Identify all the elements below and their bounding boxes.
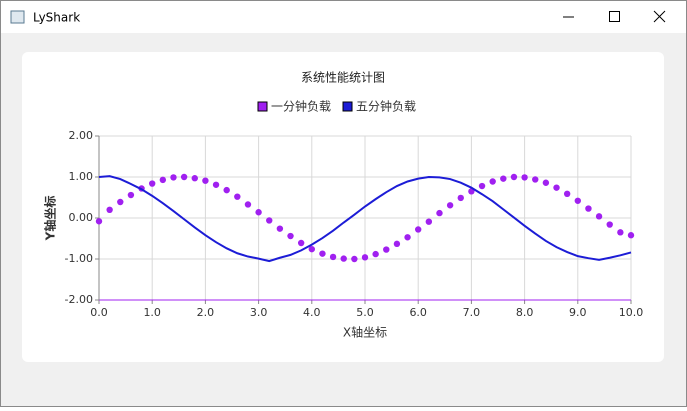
window-title: LyShark — [33, 11, 80, 25]
data-point — [521, 174, 528, 181]
close-button[interactable] — [653, 10, 666, 23]
data-point — [244, 201, 252, 208]
y-tick-label: 1.00 — [69, 170, 94, 183]
data-point — [457, 194, 464, 202]
data-point — [553, 184, 560, 191]
y-tick-label: 0.00 — [69, 211, 94, 224]
data-point — [542, 179, 550, 186]
y-tick-label: -2.00 — [65, 293, 93, 306]
maximize-button[interactable] — [609, 11, 620, 22]
x-tick-label: 0.0 — [90, 306, 108, 319]
data-point — [180, 173, 188, 181]
x-tick-label: 4.0 — [303, 306, 321, 319]
x-tick-label: 5.0 — [356, 306, 374, 319]
data-point — [436, 209, 443, 217]
data-point — [95, 218, 103, 225]
data-point — [319, 250, 326, 257]
data-point — [106, 206, 113, 213]
legend-label: 五分钟负载 — [356, 99, 416, 114]
data-point — [585, 205, 592, 212]
data-point — [159, 176, 167, 184]
data-point — [574, 197, 581, 204]
legend-label: 一分钟负载 — [271, 99, 331, 114]
data-point — [510, 173, 518, 181]
data-point — [127, 191, 135, 199]
data-point — [255, 209, 262, 216]
chart-card — [22, 52, 664, 362]
data-point — [308, 245, 315, 253]
x-tick-label: 8.0 — [516, 306, 534, 319]
y-axis-label: Y轴坐标 — [43, 196, 58, 242]
data-point — [234, 193, 241, 200]
title-bar — [1, 1, 686, 33]
data-point — [329, 253, 337, 261]
chart-title: 系统性能统计图 — [301, 71, 385, 85]
y-tick-label: -1.00 — [65, 252, 93, 265]
x-axis-label: X轴坐标 — [343, 325, 387, 340]
x-tick-label: 7.0 — [463, 306, 481, 319]
data-point — [489, 178, 496, 185]
x-tick-label: 1.0 — [143, 306, 161, 319]
data-point — [191, 175, 198, 182]
y-tick-label: 2.00 — [69, 129, 94, 142]
data-point — [415, 226, 422, 233]
data-point — [606, 221, 613, 228]
x-tick-label: 3.0 — [250, 306, 268, 319]
data-point — [297, 239, 305, 247]
data-point — [170, 174, 177, 181]
x-tick-label: 6.0 — [409, 306, 427, 319]
data-point — [532, 176, 539, 183]
data-point — [340, 255, 347, 262]
data-point — [627, 232, 635, 239]
legend: 一分钟负载 五分钟负载 — [257, 99, 416, 114]
data-point — [266, 217, 273, 224]
data-point — [500, 175, 507, 182]
data-point — [212, 181, 220, 188]
data-point — [223, 186, 230, 194]
data-point — [276, 225, 284, 232]
legend-swatch — [342, 101, 353, 112]
data-point — [446, 202, 454, 209]
data-point — [361, 254, 369, 261]
x-tick-label: 2.0 — [197, 306, 215, 319]
data-point — [393, 240, 401, 248]
data-point — [617, 229, 624, 236]
data-point — [117, 198, 124, 206]
data-point — [425, 218, 433, 225]
app-icon — [10, 10, 25, 24]
legend-swatch — [257, 101, 268, 112]
data-point — [372, 250, 379, 258]
data-point — [351, 255, 358, 263]
x-tick-label: 9.0 — [569, 306, 587, 319]
data-point — [149, 180, 156, 187]
data-point — [404, 234, 411, 241]
data-point — [595, 213, 603, 220]
data-point — [287, 232, 294, 240]
data-point — [478, 182, 486, 190]
data-point — [563, 190, 571, 198]
data-point — [383, 246, 390, 253]
x-tick-label: 10.0 — [619, 306, 644, 319]
data-point — [202, 177, 209, 184]
series-line — [98, 175, 632, 263]
